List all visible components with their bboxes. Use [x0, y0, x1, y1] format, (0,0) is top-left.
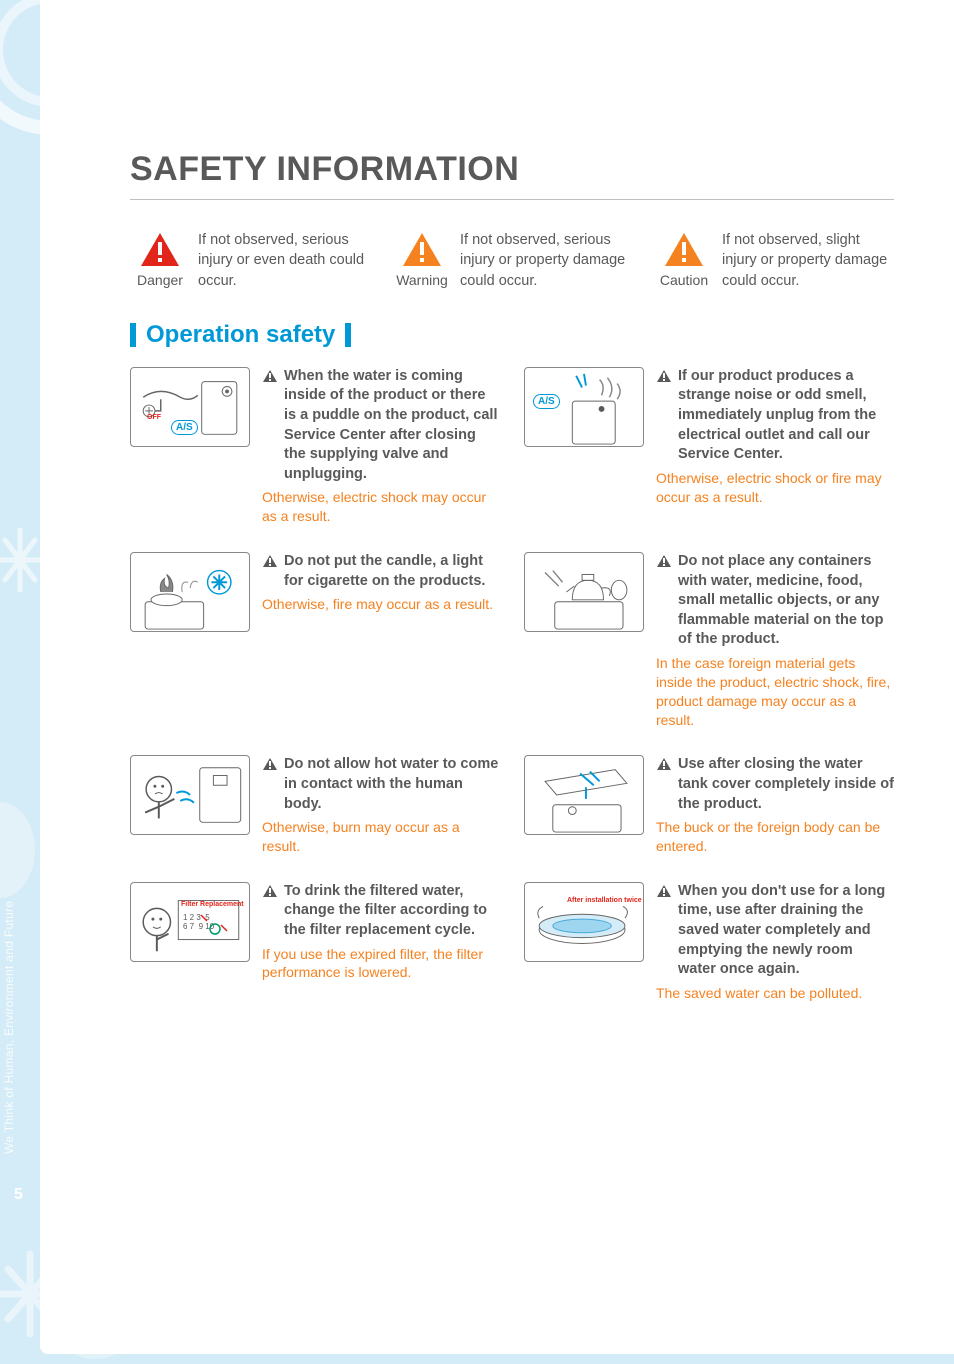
warning-icon	[656, 369, 672, 383]
page-content: SAFETY INFORMATION Danger If not observe…	[40, 0, 954, 1354]
safety-item: Filter Replacement 1 2 3 5 6 7 9 10 To d…	[130, 882, 500, 1003]
safety-item: A/S OFF When the water is coming inside …	[130, 367, 500, 526]
warning-icon	[656, 884, 672, 898]
illustration-as-smoke: A/S	[524, 367, 644, 447]
safety-item: Do not place any containers with water, …	[524, 552, 894, 729]
item-title: Do not place any containers with water, …	[678, 552, 894, 650]
off-label: OFF	[147, 414, 161, 421]
illustration-drain-twice: After installation twice	[524, 882, 644, 962]
item-subtitle: The buck or the foreign body can be ente…	[656, 818, 894, 856]
item-subtitle: Otherwise, electric shock or fire may oc…	[656, 469, 894, 507]
legend-warning: Warning If not observed, serious injury …	[392, 230, 632, 291]
item-title: Use after closing the water tank cover c…	[678, 755, 894, 814]
after-install-label: After installation twice	[567, 897, 642, 904]
safety-item: After installation twice When you don't …	[524, 882, 894, 1003]
legend-label: Caution	[660, 272, 708, 288]
safety-item: Use after closing the water tank cover c…	[524, 755, 894, 855]
warning-icon	[262, 554, 278, 568]
illustration-hot-water	[130, 755, 250, 835]
caution-icon	[662, 230, 706, 270]
item-subtitle: If you use the expired filter, the filte…	[262, 945, 500, 983]
item-subtitle: In the case foreign material gets inside…	[656, 654, 894, 730]
warning-icon	[400, 230, 444, 270]
legend-label: Warning	[396, 272, 448, 288]
warning-icon	[262, 369, 278, 383]
legend-text: If not observed, serious injury or even …	[198, 230, 370, 291]
legend-row: Danger If not observed, serious injury o…	[130, 230, 894, 291]
item-title: When you don't use for a long time, use …	[678, 882, 894, 980]
item-title: To drink the filtered water, change the …	[284, 882, 500, 941]
page-number: 5	[14, 1186, 23, 1204]
item-subtitle: The saved water can be polluted.	[656, 984, 894, 1003]
legend-text: If not observed, slight injury or proper…	[722, 230, 894, 291]
item-title: If our product produces a strange noise …	[678, 367, 894, 465]
item-subtitle: Otherwise, electric shock may occur as a…	[262, 488, 500, 526]
illustration-candle-fire	[130, 552, 250, 632]
safety-item: Do not allow hot water to come in contac…	[130, 755, 500, 855]
side-motto: We Think of Human, Environment and Futur…	[2, 901, 16, 1154]
safety-item: A/S If our product produces a strange no…	[524, 367, 894, 526]
heading-bar-left	[130, 323, 136, 347]
legend-label: Danger	[137, 272, 183, 288]
heading-bar-right	[345, 323, 351, 347]
legend-caution: Caution If not observed, slight injury o…	[654, 230, 894, 291]
section-heading-text: Operation safety	[146, 321, 335, 349]
filter-replacement-label: Filter Replacement	[181, 901, 244, 908]
item-title: When the water is coming inside of the p…	[284, 367, 500, 484]
as-badge: A/S	[171, 420, 198, 435]
legend-danger: Danger If not observed, serious injury o…	[130, 230, 370, 291]
item-subtitle: Otherwise, fire may occur as a result.	[262, 595, 500, 614]
warning-icon	[262, 757, 278, 771]
illustration-tank-cover	[524, 755, 644, 835]
illustration-filter-replacement: Filter Replacement 1 2 3 5 6 7 9 10	[130, 882, 250, 962]
section-heading: Operation safety	[130, 321, 894, 349]
illustration-kettle	[524, 552, 644, 632]
legend-text: If not observed, serious injury or prope…	[460, 230, 632, 291]
safety-item: Do not put the candle, a light for cigar…	[130, 552, 500, 729]
item-subtitle: Otherwise, burn may occur as a result.	[262, 818, 500, 856]
item-title: Do not put the candle, a light for cigar…	[284, 552, 500, 591]
illustration-valve-off: A/S OFF	[130, 367, 250, 447]
as-badge: A/S	[533, 394, 560, 409]
page-title: SAFETY INFORMATION	[130, 150, 894, 200]
danger-icon	[138, 230, 182, 270]
item-title: Do not allow hot water to come in contac…	[284, 755, 500, 814]
warning-icon	[656, 554, 672, 568]
safety-grid: A/S OFF When the water is coming inside …	[130, 367, 894, 1003]
warning-icon	[262, 884, 278, 898]
warning-icon	[656, 757, 672, 771]
